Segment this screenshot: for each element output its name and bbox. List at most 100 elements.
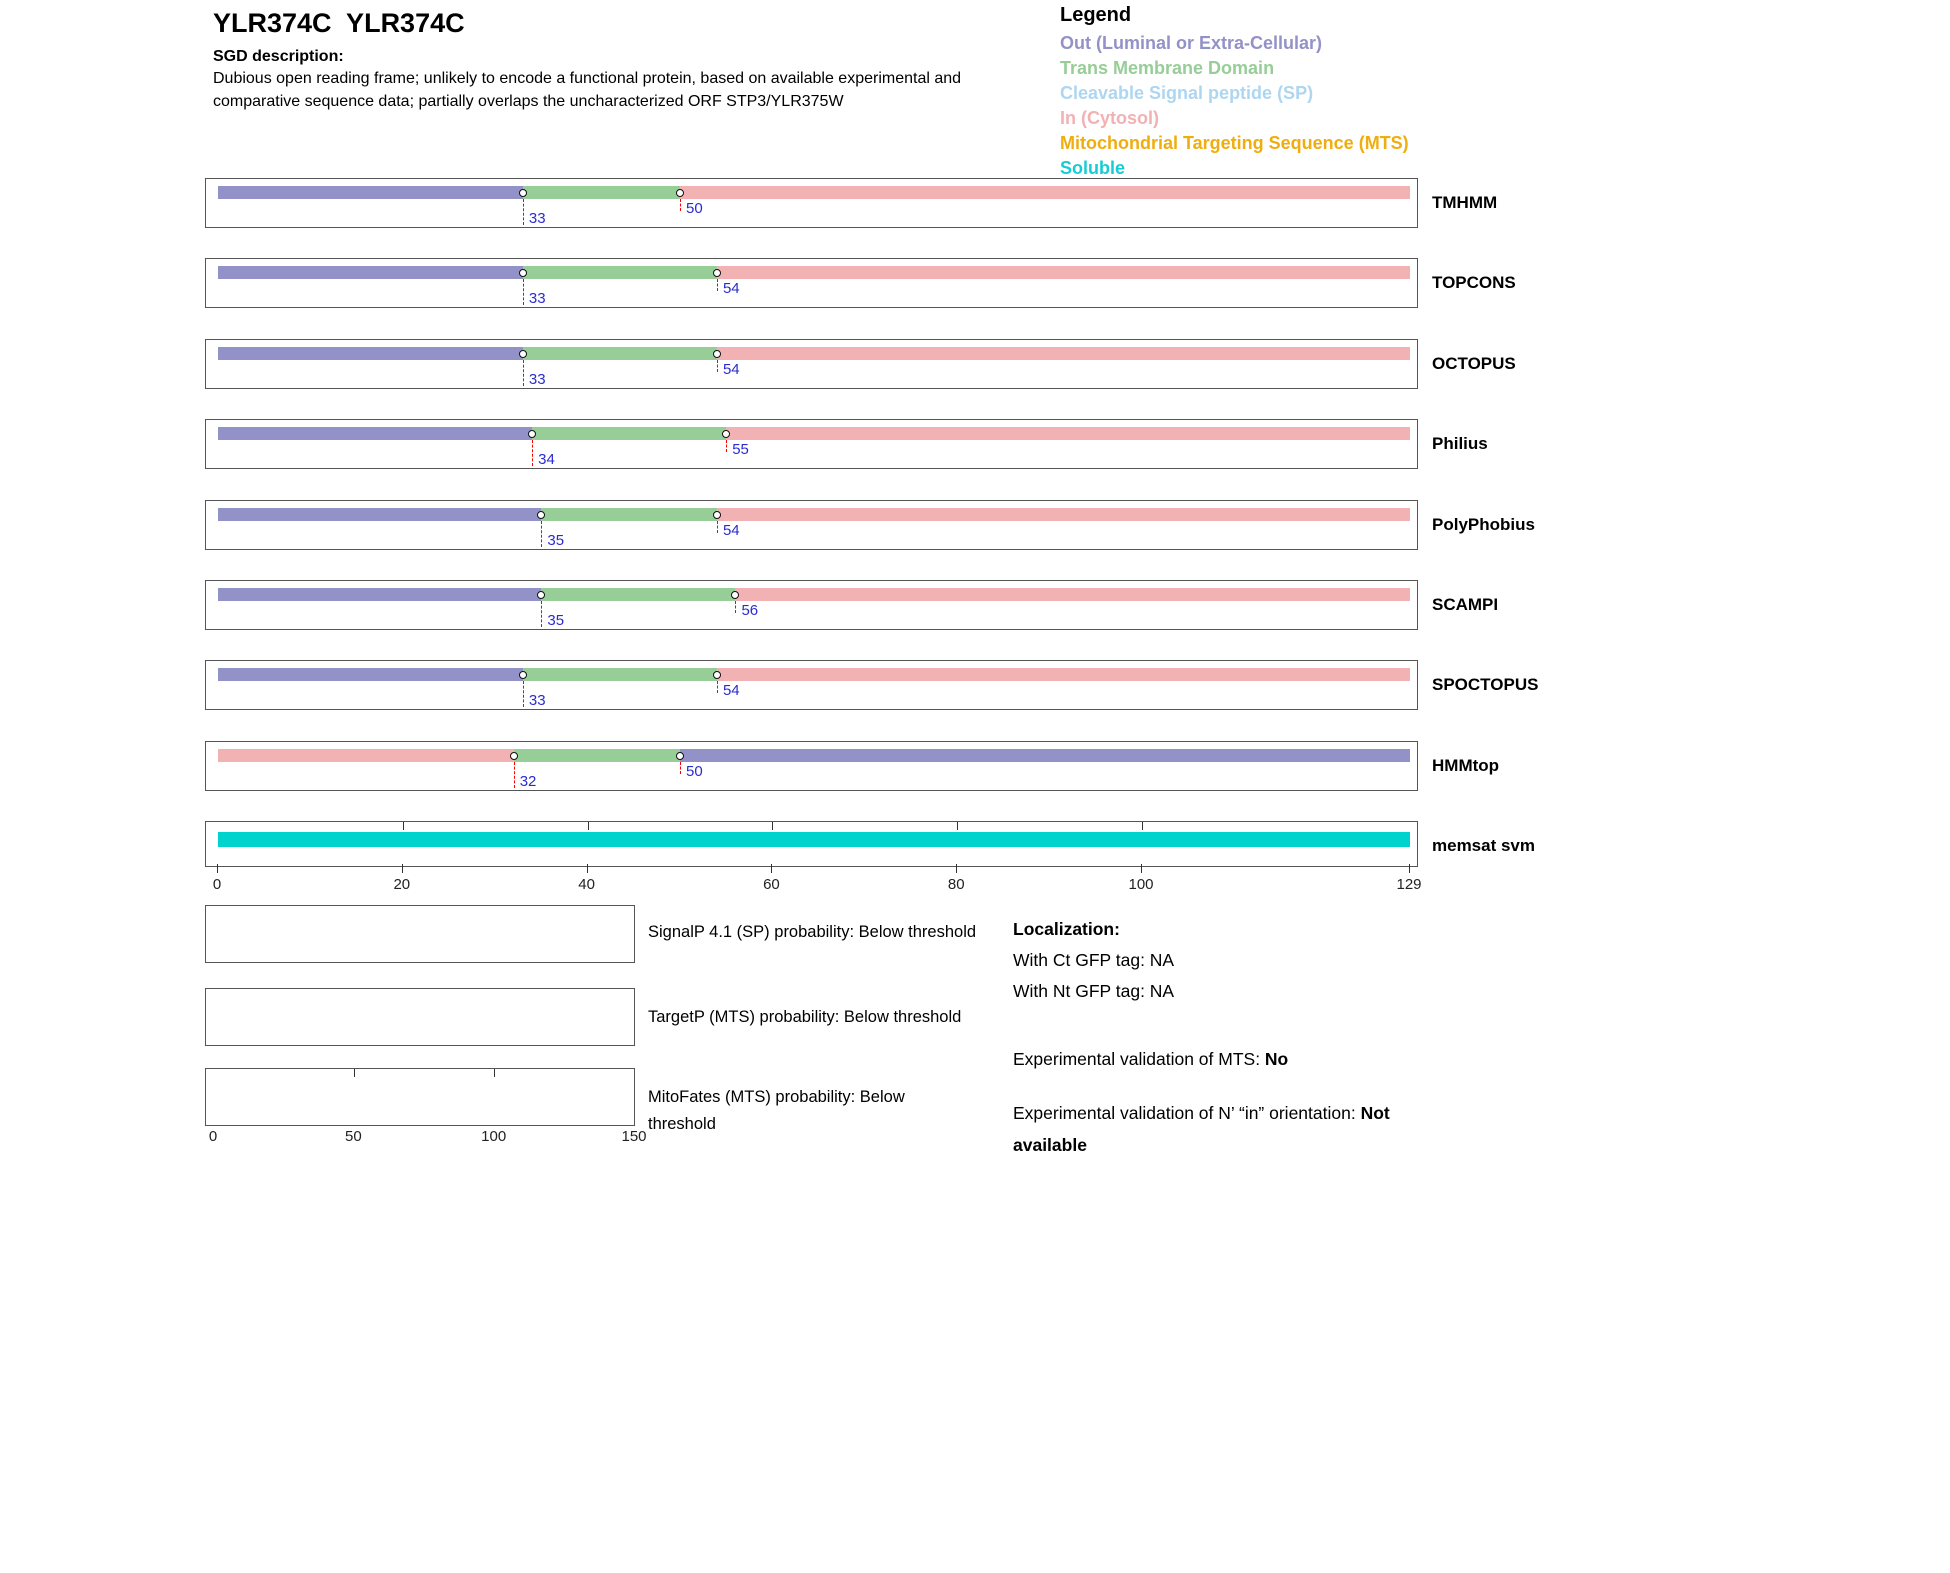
boundary-marker	[518, 670, 527, 679]
track-label-spoctopus: SPOCTOPUS	[1432, 675, 1539, 694]
region-in-segment	[716, 347, 1410, 360]
region-tm-segment	[532, 427, 727, 440]
boundary-line	[522, 199, 524, 225]
boundary-marker	[518, 349, 527, 358]
track-box-hmmtop: 32 50	[205, 741, 1418, 791]
track-label-philius: Philius	[1432, 434, 1488, 453]
page-title: YLR374C YLR374C	[213, 8, 465, 38]
track-top-tick	[587, 822, 589, 830]
region-tm-segment	[522, 186, 680, 199]
region-in-segment	[680, 186, 1410, 199]
boundary-marker	[528, 429, 537, 438]
mitofates-top-tick	[494, 1069, 495, 1077]
boundary-label: 33	[528, 290, 546, 307]
legend-item-in: In (Cytosol)	[1060, 108, 1159, 128]
boundary-label: 32	[519, 773, 537, 790]
region-tm-segment	[541, 508, 717, 521]
localization-title: Localization:	[1013, 919, 1120, 939]
boundary-marker	[509, 751, 518, 760]
signalp-caption: SignalP 4.1 (SP) probability: Below thre…	[648, 923, 977, 941]
boundary-label: 56	[741, 602, 759, 619]
axis-tick-label: 0	[212, 876, 222, 893]
track-box-spoctopus: 33 54	[205, 660, 1418, 710]
legend: Legend Out (Luminal or Extra-Cellular) Tr…	[1060, 4, 1409, 181]
axis-tick-label: 80	[947, 876, 965, 893]
mts-validation: Experimental validation of MTS: No	[1013, 1049, 1288, 1070]
boundary-line	[522, 681, 524, 707]
region-out-segment	[218, 186, 523, 199]
track-top-tick	[957, 822, 959, 830]
region-out-segment	[680, 749, 1410, 762]
region-out-segment	[218, 347, 523, 360]
boundary-line	[716, 360, 718, 372]
boundary-label: 35	[547, 612, 565, 629]
boundary-marker	[712, 349, 721, 358]
axis-tick	[586, 864, 588, 873]
axis-tick	[401, 864, 403, 873]
region-tm-segment	[541, 588, 736, 601]
boundary-line	[716, 279, 718, 291]
axis-tick	[956, 864, 958, 873]
boundary-marker	[518, 188, 527, 197]
orientation-validation-value: Not available	[1013, 1103, 1390, 1155]
sequence-axis: 0 20 40 60 80 100 129	[213, 864, 1422, 898]
boundary-marker	[731, 590, 740, 599]
boundary-label: 55	[732, 441, 749, 458]
mitofates-plot	[205, 1068, 635, 1126]
region-out-segment	[218, 427, 533, 440]
boundary-marker	[518, 268, 527, 277]
region-out-segment	[218, 588, 542, 601]
signalp-plot	[205, 905, 635, 963]
targetp-caption: TargetP (MTS) probability: Below thresho…	[648, 1008, 962, 1026]
track-label-hmmtop: HMMtop	[1432, 756, 1500, 775]
boundary-line	[522, 360, 524, 386]
boundary-label: 50	[686, 763, 703, 780]
orientation-validation: Experimental validation of N’ “in” orien…	[1013, 1097, 1453, 1161]
track-bar	[218, 427, 1410, 440]
boundary-line	[726, 440, 728, 452]
region-in-segment	[716, 266, 1410, 279]
legend-item-soluble: Soluble	[1060, 158, 1126, 178]
boundary-line	[735, 601, 737, 613]
track-bar	[218, 588, 1410, 601]
track-bar	[218, 749, 1410, 762]
boundary-line	[532, 440, 534, 466]
mitofates-axis: 0 50 100 150	[209, 1124, 647, 1154]
mitofates-axis-label: 0	[208, 1128, 218, 1145]
axis-tick	[1141, 864, 1143, 873]
axis-tick	[1409, 864, 1410, 873]
boundary-line	[541, 601, 543, 627]
legend-item-tm: Trans Membrane Domain	[1060, 58, 1275, 78]
track-bar	[218, 832, 1410, 847]
track-bar	[218, 668, 1410, 681]
track-bar	[218, 266, 1410, 279]
nt-gfp-tag-value: With Nt GFP tag: NA	[1013, 981, 1175, 1001]
track-label-polyphobius: PolyPhobius	[1432, 515, 1535, 534]
axis-tick-label: 60	[763, 876, 780, 893]
boundary-label: 54	[722, 522, 740, 539]
boundary-marker	[537, 590, 546, 599]
sgd-description: Dubious open reading frame; unlikely to …	[213, 70, 962, 110]
boundary-label: 54	[722, 682, 740, 699]
region-out-segment	[218, 668, 523, 681]
boundary-label: 35	[547, 532, 565, 549]
boundary-label: 34	[538, 451, 555, 468]
mts-validation-value: No	[1264, 1049, 1289, 1069]
boundary-line	[513, 762, 515, 788]
region-tm-segment	[513, 749, 680, 762]
boundary-line	[716, 681, 718, 693]
boundary-marker	[676, 188, 684, 197]
legend-items: Out (Luminal or Extra-Cellular) Trans Mem…	[1060, 31, 1409, 181]
legend-item-out: Out (Luminal or Extra-Cellular)	[1060, 33, 1323, 53]
axis-tick	[217, 864, 218, 873]
boundary-marker	[676, 751, 684, 760]
track-label-scampi: SCAMPI	[1432, 595, 1499, 614]
boundary-marker	[712, 670, 721, 679]
boundary-label: 50	[686, 200, 703, 217]
mitofates-axis-label: 100	[481, 1128, 507, 1145]
boundary-marker	[722, 429, 731, 438]
boundary-line	[680, 762, 681, 774]
region-tm-segment	[522, 266, 717, 279]
region-soluble-segment	[218, 832, 1410, 847]
